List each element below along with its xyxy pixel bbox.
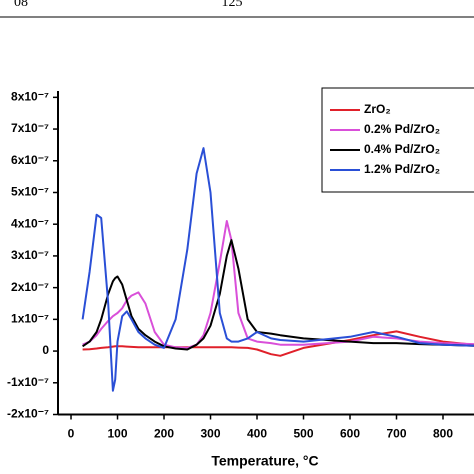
- x-tick-label: 0: [68, 427, 75, 441]
- legend-label: 0.2% Pd/ZrO₂: [364, 122, 440, 136]
- legend-label: 0.4% Pd/ZrO₂: [364, 142, 440, 156]
- x-axis-label: Temperature, °C: [211, 453, 318, 469]
- header-fragment: 125: [222, 0, 243, 10]
- y-tick-label: 8x10⁻⁷: [11, 90, 49, 104]
- y-tick-label: 2x10⁻⁷: [11, 280, 49, 294]
- y-tick-label: 4x10⁻⁷: [11, 216, 49, 230]
- legend-label: 1.2% Pd/ZrO₂: [364, 162, 440, 176]
- x-tick-label: 400: [247, 427, 267, 441]
- x-tick-label: 600: [340, 427, 360, 441]
- y-tick-label: 1x10⁻⁷: [11, 312, 49, 326]
- series-line: [81, 147, 474, 392]
- legend-box: [321, 87, 474, 193]
- series-line: [82, 239, 474, 351]
- series-line: [82, 220, 474, 349]
- x-tick-label: 300: [200, 427, 220, 441]
- x-tick-label: 100: [108, 427, 128, 441]
- y-tick-label: -1x10⁻⁷: [7, 375, 49, 389]
- header-fragment: 08: [14, 0, 28, 10]
- y-tick-label: 7x10⁻⁷: [11, 121, 49, 135]
- x-tick-label: 700: [386, 427, 406, 441]
- x-tick-label: 800: [433, 427, 453, 441]
- x-tick-label: 200: [154, 427, 174, 441]
- y-tick-label: -2x10⁻⁷: [7, 407, 49, 421]
- y-tick-label: 0: [42, 343, 49, 357]
- y-tick-label: 6x10⁻⁷: [11, 153, 49, 167]
- y-tick-label: 5x10⁻⁷: [11, 185, 49, 199]
- series-line: [82, 330, 474, 357]
- x-tick-label: 500: [293, 427, 313, 441]
- legend-label: ZrO₂: [364, 102, 391, 116]
- y-tick-label: 3x10⁻⁷: [11, 248, 49, 262]
